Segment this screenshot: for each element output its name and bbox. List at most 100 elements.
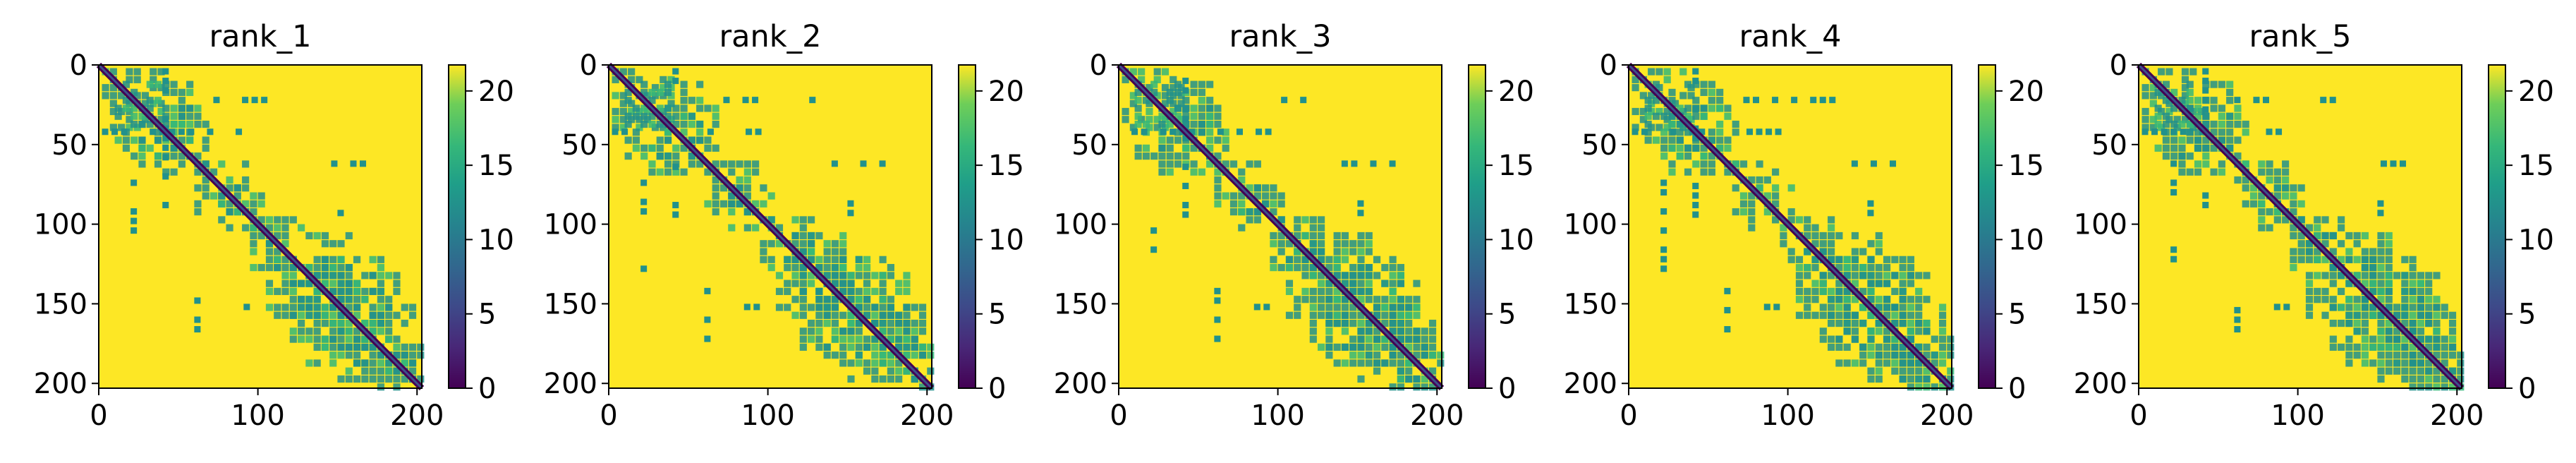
contact-cell bbox=[2361, 311, 2369, 319]
contact-cell bbox=[2234, 176, 2242, 184]
contact-cell bbox=[1309, 335, 1317, 343]
contact-cell bbox=[1811, 311, 1819, 319]
contact-cell bbox=[130, 152, 138, 160]
contact-cell bbox=[1870, 160, 1877, 167]
contact-cell bbox=[1899, 359, 1907, 367]
contact-cell bbox=[2202, 152, 2210, 160]
contact-cell bbox=[632, 128, 640, 136]
contact-cell bbox=[2385, 296, 2393, 303]
contact-cell bbox=[799, 327, 807, 335]
contact-cell bbox=[1639, 92, 1647, 100]
contact-cell bbox=[2338, 240, 2345, 248]
contact-cell bbox=[1370, 160, 1377, 167]
contact-cell bbox=[704, 168, 712, 176]
contact-cell bbox=[353, 327, 361, 335]
contact-cell bbox=[345, 264, 353, 272]
contact-cell bbox=[2273, 208, 2281, 216]
contact-cell bbox=[2401, 272, 2409, 279]
colorbar-tick-label: 15 bbox=[2008, 150, 2044, 182]
contact-cell bbox=[1182, 78, 1189, 85]
contact-cell bbox=[1915, 303, 1923, 311]
contact-cell bbox=[632, 112, 640, 120]
contact-cell bbox=[377, 351, 384, 359]
contact-cell bbox=[1724, 306, 1731, 313]
contact-cell bbox=[1301, 264, 1309, 272]
contact-cell bbox=[1875, 359, 1883, 367]
y-tick-label: 0 bbox=[70, 49, 87, 82]
contact-cell bbox=[1169, 107, 1177, 116]
contact-cell bbox=[839, 311, 847, 319]
contact-cell bbox=[2218, 168, 2225, 176]
contact-cell bbox=[1333, 319, 1341, 327]
contact-cell bbox=[1349, 264, 1357, 272]
contact-cell bbox=[257, 192, 265, 200]
contact-cell bbox=[1397, 383, 1404, 391]
contact-cell bbox=[664, 136, 672, 144]
contact-cell bbox=[1277, 200, 1285, 208]
contact-cell bbox=[313, 343, 321, 351]
contact-cell bbox=[1851, 296, 1859, 303]
colorbar-tick-label: 0 bbox=[2008, 373, 2026, 405]
contact-cell bbox=[1652, 136, 1660, 144]
contact-cell bbox=[775, 224, 784, 232]
contact-cell bbox=[1413, 296, 1421, 303]
contact-cell bbox=[1743, 97, 1750, 104]
contact-cell bbox=[178, 160, 186, 168]
contact-cell bbox=[1883, 279, 1891, 287]
contact-cell bbox=[799, 296, 807, 303]
contact-cell bbox=[1867, 200, 1874, 207]
contact-cell bbox=[704, 136, 712, 144]
colorbar-tick-label: 15 bbox=[1498, 150, 1534, 182]
contact-cell bbox=[361, 367, 369, 375]
contact-cell bbox=[1875, 367, 1883, 375]
contact-cell bbox=[1947, 375, 1955, 383]
contact-cell bbox=[1739, 192, 1748, 200]
contact-cell bbox=[2353, 272, 2361, 279]
contact-cell bbox=[2305, 311, 2314, 319]
contact-cell bbox=[178, 88, 186, 96]
contact-cell bbox=[1835, 232, 1843, 240]
contact-cell bbox=[2186, 168, 2194, 176]
contact-cell bbox=[1166, 97, 1174, 104]
contact-cell bbox=[911, 335, 918, 343]
contact-cell bbox=[1811, 287, 1819, 296]
contact-cell bbox=[1660, 208, 1667, 215]
contact-cell bbox=[337, 351, 345, 359]
contact-cell bbox=[194, 297, 201, 304]
contact-cell bbox=[2377, 210, 2384, 217]
contact-cell bbox=[2181, 92, 2189, 100]
contact-cell bbox=[728, 224, 736, 232]
contact-cell bbox=[345, 335, 353, 343]
contact-cell bbox=[2297, 200, 2305, 208]
contact-cell bbox=[1748, 224, 1756, 232]
contact-cell bbox=[305, 264, 313, 272]
contact-cell bbox=[1158, 168, 1166, 176]
contact-cell bbox=[1907, 272, 1914, 279]
contact-cell bbox=[656, 136, 664, 144]
contact-cell bbox=[1238, 208, 1246, 216]
contact-cell bbox=[138, 152, 146, 160]
contact-cell bbox=[847, 200, 854, 207]
diagonal-line bbox=[1117, 64, 1443, 390]
contact-cell bbox=[664, 104, 672, 112]
contact-cell bbox=[791, 279, 799, 287]
contact-cell bbox=[1253, 184, 1261, 192]
contact-cell bbox=[1700, 88, 1708, 96]
contact-cell bbox=[1349, 279, 1357, 287]
contact-cell bbox=[1138, 68, 1146, 76]
x-tick-label: 200 bbox=[390, 399, 444, 432]
contact-cell bbox=[823, 264, 831, 272]
contact-cell bbox=[126, 76, 133, 83]
y-tick-label: 150 bbox=[34, 288, 87, 320]
contact-cell bbox=[1158, 120, 1166, 128]
contact-cell bbox=[1787, 208, 1795, 216]
contact-cell bbox=[1341, 296, 1349, 303]
contact-cell bbox=[871, 303, 879, 311]
contact-cell bbox=[233, 184, 241, 192]
contact-cell bbox=[2377, 232, 2385, 240]
contact-cell bbox=[624, 152, 632, 160]
contact-cell bbox=[1129, 68, 1137, 76]
contact-cell bbox=[369, 343, 377, 351]
contact-cell bbox=[1692, 68, 1699, 75]
contact-cell bbox=[1676, 136, 1684, 144]
